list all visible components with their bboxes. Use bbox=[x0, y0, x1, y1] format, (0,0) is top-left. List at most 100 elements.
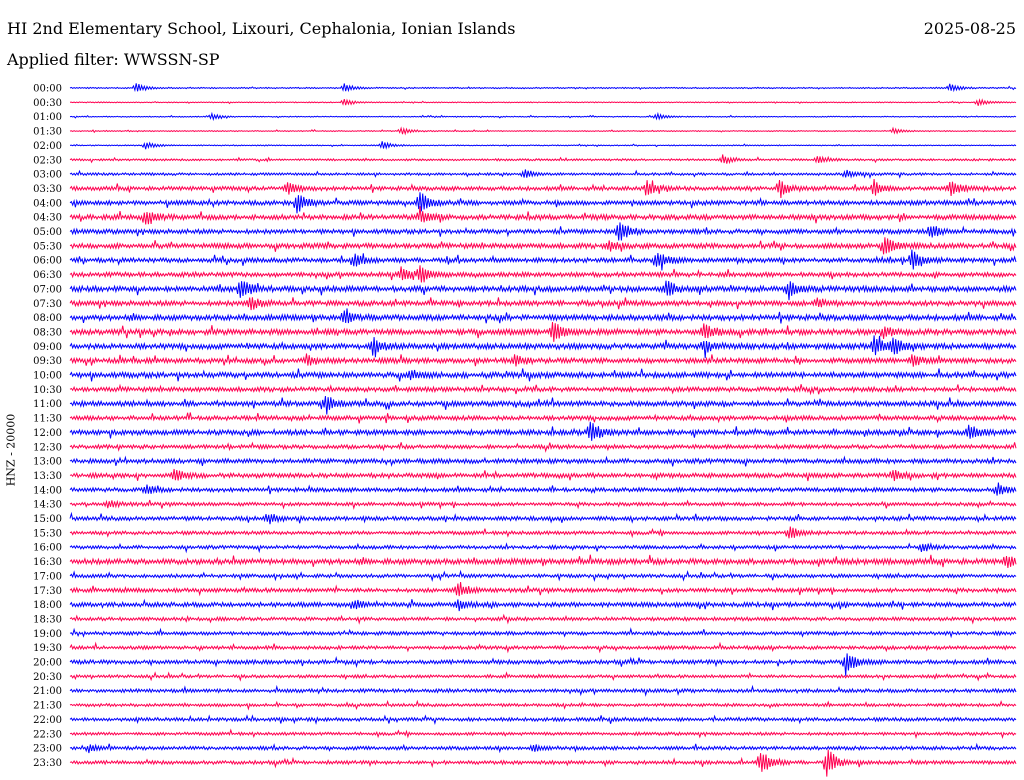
trace-line bbox=[69, 297, 1017, 311]
station-title: HI 2nd Elementary School, Lixouri, Cepha… bbox=[7, 19, 516, 38]
time-tick-label: 19:30 bbox=[33, 643, 62, 654]
trace-line bbox=[69, 178, 1017, 199]
time-tick-label: 11:30 bbox=[33, 414, 62, 425]
time-tick-label: 04:30 bbox=[33, 213, 62, 224]
trace-line bbox=[69, 154, 1017, 165]
trace-line bbox=[69, 111, 1017, 122]
time-tick-label: 10:30 bbox=[33, 385, 62, 396]
trace-line bbox=[69, 368, 1017, 382]
time-tick-label: 20:30 bbox=[33, 672, 62, 683]
record-date: 2025-08-25 bbox=[923, 19, 1016, 38]
time-tick-label: 09:00 bbox=[33, 342, 62, 353]
time-tick-label: 00:00 bbox=[33, 84, 62, 95]
time-tick-label: 12:00 bbox=[33, 428, 62, 439]
time-tick-label: 10:00 bbox=[33, 371, 62, 382]
time-tick-label: 13:30 bbox=[33, 471, 62, 482]
trace-line bbox=[69, 511, 1017, 525]
trace-line bbox=[69, 412, 1017, 424]
time-tick-label: 22:30 bbox=[33, 729, 62, 740]
time-tick-label: 23:00 bbox=[33, 744, 62, 755]
time-tick-label: 09:30 bbox=[33, 356, 62, 367]
trace-line bbox=[69, 98, 1017, 107]
trace-line bbox=[69, 581, 1017, 597]
time-tick-label: 21:00 bbox=[33, 686, 62, 697]
trace-line bbox=[69, 192, 1017, 214]
time-tick-label: 14:00 bbox=[33, 485, 62, 496]
time-tick-label: 21:30 bbox=[33, 701, 62, 712]
time-tick-label: 07:00 bbox=[33, 284, 62, 295]
trace-line bbox=[69, 627, 1017, 639]
trace-line bbox=[69, 206, 1017, 225]
trace-line bbox=[69, 641, 1017, 654]
time-tick-label: 11:00 bbox=[33, 399, 62, 410]
time-tick-label: 03:00 bbox=[33, 170, 62, 181]
time-tick-label: 15:00 bbox=[33, 514, 62, 525]
trace-line bbox=[69, 598, 1017, 612]
trace-line bbox=[69, 249, 1017, 271]
trace-line bbox=[69, 308, 1017, 324]
trace-line bbox=[69, 335, 1017, 359]
trace-line bbox=[69, 353, 1017, 367]
time-tick-label: 17:30 bbox=[33, 586, 62, 597]
trace-line bbox=[69, 569, 1017, 582]
trace-line bbox=[69, 237, 1017, 255]
trace-line bbox=[69, 653, 1017, 676]
trace-line bbox=[69, 749, 1017, 777]
time-tick-label: 19:00 bbox=[33, 629, 62, 640]
time-tick-label: 04:00 bbox=[33, 198, 62, 209]
trace-line bbox=[69, 83, 1017, 93]
time-tick-label: 23:30 bbox=[33, 758, 62, 769]
trace-line bbox=[69, 499, 1017, 510]
filter-label: Applied filter: WWSSN-SP bbox=[7, 50, 220, 69]
trace-line bbox=[69, 526, 1017, 539]
trace-line bbox=[69, 421, 1017, 441]
time-tick-label: 03:30 bbox=[33, 184, 62, 195]
trace-line bbox=[69, 126, 1017, 136]
trace-line bbox=[69, 468, 1017, 482]
trace-line bbox=[69, 728, 1017, 740]
trace-line bbox=[69, 280, 1017, 301]
trace-line bbox=[69, 671, 1017, 682]
time-tick-label: 07:30 bbox=[33, 299, 62, 310]
trace-line bbox=[69, 742, 1017, 754]
time-tick-label: 17:00 bbox=[33, 571, 62, 582]
trace-line bbox=[69, 441, 1017, 453]
time-tick-label: 18:00 bbox=[33, 600, 62, 611]
time-tick-label: 14:30 bbox=[33, 500, 62, 511]
trace-line bbox=[69, 542, 1017, 554]
time-tick-label: 06:30 bbox=[33, 270, 62, 281]
trace-line bbox=[69, 684, 1017, 697]
trace-line bbox=[69, 383, 1017, 396]
time-tick-label: 01:30 bbox=[33, 127, 62, 138]
time-tick-label: 02:00 bbox=[33, 141, 62, 152]
time-tick-label: 08:30 bbox=[33, 327, 62, 338]
time-tick-label: 13:00 bbox=[33, 457, 62, 468]
time-tick-label: 08:00 bbox=[33, 313, 62, 324]
time-tick-label: 06:00 bbox=[33, 256, 62, 267]
trace-line bbox=[69, 613, 1017, 625]
trace-line bbox=[69, 141, 1017, 150]
time-tick-label: 16:00 bbox=[33, 543, 62, 554]
trace-line bbox=[69, 482, 1017, 496]
time-tick-label: 15:30 bbox=[33, 528, 62, 539]
trace-line bbox=[69, 395, 1017, 415]
trace-line bbox=[69, 169, 1017, 180]
trace-line bbox=[69, 321, 1017, 342]
time-tick-label: 05:30 bbox=[33, 241, 62, 252]
time-tick-label: 22:00 bbox=[33, 715, 62, 726]
time-tick-label: 20:00 bbox=[33, 658, 62, 669]
time-tick-label: 18:30 bbox=[33, 614, 62, 625]
time-tick-label: 02:30 bbox=[33, 155, 62, 166]
time-tick-label: 00:30 bbox=[33, 98, 62, 109]
trace-line bbox=[69, 455, 1017, 468]
trace-line bbox=[69, 699, 1017, 711]
time-tick-label: 16:30 bbox=[33, 557, 62, 568]
trace-line bbox=[69, 554, 1017, 568]
trace-line bbox=[69, 265, 1017, 283]
time-tick-label: 05:00 bbox=[33, 227, 62, 238]
trace-line bbox=[69, 714, 1017, 726]
trace-line bbox=[69, 222, 1017, 241]
time-tick-label: 12:30 bbox=[33, 442, 62, 453]
time-tick-label: 01:00 bbox=[33, 112, 62, 123]
